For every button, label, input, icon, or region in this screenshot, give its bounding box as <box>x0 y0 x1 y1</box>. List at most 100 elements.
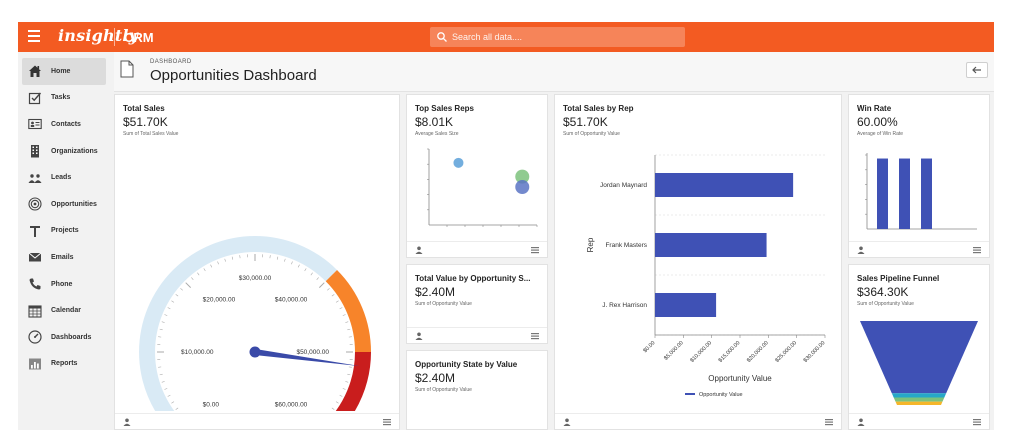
sidebar-item-label: Leads <box>51 174 72 182</box>
card-subtitle: Sum of Opportunity Value <box>857 301 914 307</box>
gauge-tick <box>203 268 206 272</box>
card-subtitle: Average of Win Rate <box>857 131 904 137</box>
phone-icon <box>29 278 41 290</box>
gauge-tick <box>276 256 279 260</box>
page-header: DASHBOARD Opportunities Dashboard <box>114 52 994 92</box>
gauge-tick-label: $20,000.00 <box>203 297 236 304</box>
funnel-stage-3 <box>895 401 943 405</box>
card-subtitle: Average Sales Size <box>415 131 459 137</box>
gauge-tick <box>327 288 330 291</box>
win-rate-bar-chart <box>865 153 977 230</box>
gauge-tick <box>164 314 168 316</box>
card-sales-pipeline-funnel: Sales Pipeline Funnel $364.30K Sum of Op… <box>848 264 990 430</box>
winrate-bar-0 <box>877 158 888 229</box>
sidebar-item-opportunities[interactable]: Opportunities <box>18 191 110 218</box>
gauge-tick-label: $60,000.00 <box>275 401 308 408</box>
sidebar-item-tasks[interactable]: Tasks <box>18 85 110 112</box>
sidebar-item-reports[interactable]: Reports <box>18 351 110 378</box>
card-total-sales-by-rep: Total Sales by Rep $51.70K Sum of Opport… <box>554 94 842 430</box>
funnel-stage-0 <box>860 321 978 394</box>
back-arrow-icon <box>972 66 981 74</box>
hbar-x-tick-label: $0.00 <box>642 340 656 354</box>
gauge-tick <box>339 394 343 397</box>
sidebar: Home Tasks Contacts Organizations Leads … <box>18 52 110 430</box>
gauge-tick <box>297 264 300 268</box>
card-footer <box>849 413 989 429</box>
sidebar-item-label: Opportunities <box>51 200 97 208</box>
card-footer <box>849 241 989 257</box>
gauge-tick <box>175 407 179 410</box>
gauge-tick <box>345 321 349 323</box>
card-footer <box>407 327 547 343</box>
sidebar-item-projects[interactable]: Projects <box>18 218 110 245</box>
gauge-tick <box>331 294 335 297</box>
card-title: Top Sales Reps <box>415 104 474 113</box>
card-win-rate: Win Rate 60.00% Average of Win Rate <box>848 94 990 258</box>
card-footer <box>115 413 399 429</box>
card-value: $2.40M <box>415 371 456 385</box>
gauge-tick <box>335 300 339 303</box>
funnel-stage-1 <box>891 393 947 398</box>
list-view-icon[interactable] <box>531 246 539 254</box>
hamburger-menu-icon[interactable] <box>28 30 42 42</box>
sidebar-item-leads[interactable]: Leads <box>18 164 110 191</box>
list-view-icon[interactable] <box>973 418 981 426</box>
card-value: $51.70K <box>123 115 168 129</box>
card-value: $364.30K <box>857 285 909 299</box>
gauge-tick <box>171 300 175 303</box>
document-icon <box>120 60 134 78</box>
reports-icon <box>29 358 41 370</box>
hbar-x-tick-label: $10,000.00 <box>689 340 713 364</box>
gauge-tick <box>316 277 319 280</box>
card-title: Total Value by Opportunity S... <box>415 274 531 283</box>
gauge-tick <box>167 394 171 397</box>
sidebar-item-dashboards[interactable]: Dashboards <box>18 324 110 351</box>
sidebar-item-emails[interactable]: Emails <box>18 244 110 271</box>
hbar-category-label: Jordan Maynard <box>600 182 647 189</box>
hbar-x-tick-label: $15,000.00 <box>718 340 742 364</box>
winrate-bar-1 <box>899 158 910 229</box>
card-value: $8.01K <box>415 115 454 129</box>
back-button[interactable] <box>966 62 988 78</box>
list-view-icon[interactable] <box>531 332 539 340</box>
gauge-tick <box>291 261 293 265</box>
card-total-value-by-opportunity: Total Value by Opportunity S... $2.40M S… <box>406 264 548 344</box>
gauge-tick <box>180 288 183 291</box>
insightly-logo[interactable]: insightly <box>58 26 139 45</box>
sidebar-item-calendar[interactable]: Calendar <box>18 297 110 324</box>
card-top-sales-reps: Top Sales Reps $8.01K Average Sales Size <box>406 94 548 258</box>
topbar-divider <box>114 28 115 46</box>
sidebar-item-organizations[interactable]: Organizations <box>18 138 110 165</box>
search-input[interactable] <box>452 27 680 47</box>
list-view-icon[interactable] <box>825 418 833 426</box>
sidebar-item-label: Phone <box>51 280 73 288</box>
search-box[interactable] <box>430 27 685 47</box>
gauge-tick <box>342 388 346 390</box>
list-view-icon[interactable] <box>383 418 391 426</box>
hbar-x-tick-label: $5,000.00 <box>663 340 685 362</box>
gauge-tick-label: $50,000.00 <box>296 349 329 356</box>
card-title: Total Sales <box>123 104 165 113</box>
hbar-bar-1 <box>655 233 767 257</box>
gauge-tick <box>217 261 219 265</box>
card-title: Opportunity State by Value <box>415 360 518 369</box>
breadcrumb[interactable]: DASHBOARD <box>150 59 192 65</box>
gauge-band-1 <box>325 269 371 352</box>
card-title: Win Rate <box>857 104 892 113</box>
sidebar-item-home[interactable]: Home <box>22 58 106 85</box>
app-name[interactable]: CRM <box>124 30 154 45</box>
gauge-tick <box>161 381 165 383</box>
sidebar-item-label: Contacts <box>51 120 81 128</box>
home-icon <box>29 65 41 78</box>
gauge-tick-label: $40,000.00 <box>275 297 308 304</box>
app-window: insightly CRM Home Tasks Contacts Organi… <box>18 22 994 430</box>
emails-icon <box>28 253 42 262</box>
hbar-bar-0 <box>655 173 794 197</box>
hbar-x-axis-title: Opportunity Value <box>708 374 772 383</box>
sidebar-item-contacts[interactable]: Contacts <box>18 111 110 138</box>
gauge-tick <box>347 328 351 331</box>
opportunities-icon <box>28 197 42 211</box>
list-view-icon[interactable] <box>973 246 981 254</box>
card-title: Sales Pipeline Funnel <box>857 274 940 283</box>
sidebar-item-phone[interactable]: Phone <box>18 271 110 298</box>
